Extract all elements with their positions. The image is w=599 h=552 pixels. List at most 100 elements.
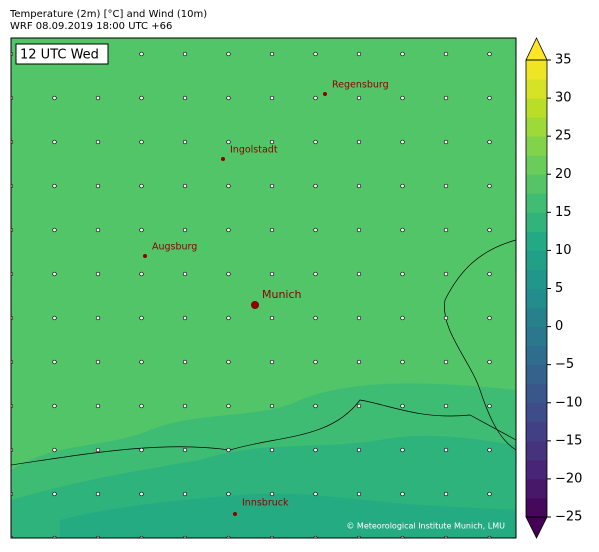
colorbar-band [526,383,547,404]
station [443,491,449,497]
city-marker [323,92,327,96]
map: 12 UTC Wed © Meteorological Institute Mu… [11,38,516,538]
station [95,271,101,277]
colorbar-band [526,497,547,518]
station [443,139,449,145]
station [226,227,231,233]
station [182,271,188,277]
station [487,359,492,365]
city-label: Munich [262,288,302,301]
station [269,271,275,277]
station [52,227,57,233]
colorbar-tick-label: 20 [555,167,572,182]
station [400,403,405,409]
colorbar-tick-label: 5 [555,281,563,296]
colorbar-tick-label: 30 [555,91,572,106]
border [11,399,516,466]
subtitle: WRF 08.09.2019 18:00 UTC +66 [10,21,172,32]
station [400,51,405,57]
station [487,447,492,453]
colorbar-band [526,288,547,309]
station [356,51,362,57]
station [487,403,492,409]
station [313,403,318,409]
station [400,491,405,497]
colorbar-band [526,231,547,251]
station [356,359,362,365]
city-marker [143,254,147,258]
city-label: Innsbruck [242,498,289,509]
station [226,447,231,453]
station [52,95,57,101]
station [356,139,362,145]
city-label: Regensburg [332,80,389,91]
station [400,95,405,101]
station [443,183,449,189]
station [269,491,275,497]
station [487,183,492,189]
colorbar-tick-label: −25 [555,510,582,525]
terrain [60,493,516,538]
colorbar-band [526,402,547,423]
station [269,227,275,233]
station [95,359,101,365]
station [52,183,57,189]
station [400,315,405,321]
colorbar-band [526,364,547,385]
colorbar: 35 30 25 20 15 10 5 0 −5 −10 −15 −20 −25 [525,37,582,539]
colorbar-extend [525,516,548,539]
station [269,315,275,321]
station [487,315,492,321]
station [400,271,405,277]
colorbar-tick-label: 15 [555,205,572,220]
station [356,183,362,189]
colorbar-band [526,459,547,480]
colorbar-band [526,117,547,137]
colorbar-band [526,136,547,156]
station [95,403,101,409]
colorbar-band [526,98,547,118]
colorbar-band [526,60,547,80]
station [313,51,318,57]
station [182,359,188,365]
station [139,403,144,409]
station [182,183,188,189]
colorbar-band [526,193,547,213]
station [356,227,362,233]
station [443,447,449,453]
station [95,95,101,101]
station [313,183,318,189]
station [356,271,362,277]
station [226,403,231,409]
station [487,491,492,497]
station [226,139,231,145]
station [269,183,275,189]
station [487,139,492,145]
station [226,315,231,321]
colorbar-band [526,250,547,270]
station [487,271,492,277]
station [139,139,144,145]
station [226,95,231,101]
credit: © Meteorological Institute Munich, LMU [346,522,505,531]
title: Temperature (2m) [°C] and Wind (10m) [9,9,207,20]
colorbar-band [526,421,547,442]
station [313,227,318,233]
colorbar-band [526,174,547,194]
station [182,51,188,57]
station [356,491,362,497]
station [269,95,275,101]
station [356,403,362,409]
station [139,315,144,321]
station [443,315,449,321]
colorbar-band [526,326,547,347]
time-label: 12 UTC Wed [20,48,99,63]
station [356,315,362,321]
station [400,359,405,365]
station [313,95,318,101]
station [487,95,492,101]
station [269,447,275,453]
station [356,95,362,101]
colorbar-tick-label: −10 [555,395,582,410]
station [52,139,57,145]
